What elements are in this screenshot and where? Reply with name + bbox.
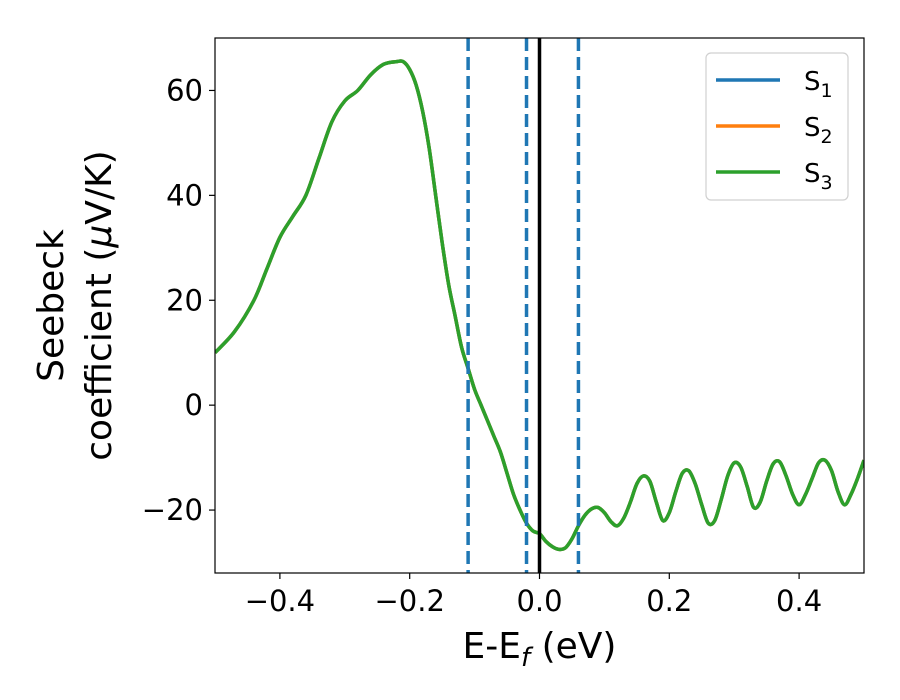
x-tick-label: −0.4 xyxy=(245,584,315,618)
legend-label-s3: S3 xyxy=(804,159,833,194)
series-line-s3 xyxy=(215,59,864,552)
y-axis-label-line2: coefficient (μV/K) xyxy=(79,150,120,460)
y-axis-label-text: coefficient ( xyxy=(79,248,120,461)
x-axis-label: E-Ef (eV) xyxy=(463,626,617,673)
legend: S1 S2 S3 xyxy=(705,52,849,201)
x-tick-label: 0.0 xyxy=(516,584,562,618)
plot-area xyxy=(215,38,864,573)
x-axis-label-main: E-E xyxy=(463,626,521,667)
y-tick-label: 20 xyxy=(166,283,203,317)
y-axis-label: Seebeck coefficient (μV/K) xyxy=(31,150,120,460)
legend-label-s1: S1 xyxy=(804,67,833,102)
x-tick-label: 0.2 xyxy=(646,584,692,618)
x-tick-label: −0.2 xyxy=(374,584,444,618)
y-tick-label: 0 xyxy=(185,388,203,422)
y-axis-label-line1: Seebeck xyxy=(31,229,72,382)
y-tick-label: −20 xyxy=(142,493,203,527)
y-tick-label: 40 xyxy=(166,178,203,212)
x-tick-label: 0.4 xyxy=(776,584,822,618)
legend-label-s2: S2 xyxy=(804,113,833,148)
y-axis-label-unit: V/K) xyxy=(79,150,120,224)
axis-ticks: −0.4 −0.2 0.0 0.2 0.4 −20 0 20 40 60 xyxy=(142,73,822,618)
y-tick-label: 60 xyxy=(166,73,203,107)
y-axis-label-mu: μ xyxy=(79,225,120,249)
x-axis-label-unit: (eV) xyxy=(530,626,616,667)
